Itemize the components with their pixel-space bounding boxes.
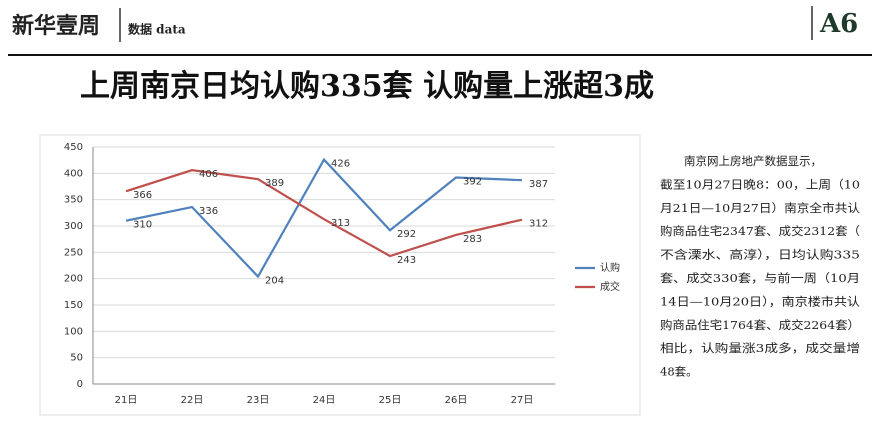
data-label: 204	[265, 276, 284, 287]
headline: 上周南京日均认购335套 认购量上涨超3成	[80, 69, 654, 104]
article-line: 购商品住宅2347套、成交2312套（	[660, 224, 860, 238]
data-label: 312	[529, 219, 548, 230]
data-label: 336	[199, 206, 218, 217]
data-label: 313	[331, 218, 350, 229]
data-label: 283	[463, 234, 482, 245]
data-label: 392	[463, 177, 482, 188]
article-line: 截至10月27日晚8：00，上周（10	[660, 177, 860, 191]
legend-label: 成交	[600, 280, 620, 293]
article-line: 套、成交330套，与前一周（10月	[660, 271, 860, 285]
y-tick-label: 200	[64, 274, 83, 285]
x-tick-label: 21日	[115, 395, 138, 406]
page-number: A6	[819, 9, 858, 39]
article-line: 14日—10月20日），南京楼市共认	[660, 294, 861, 308]
series-line	[125, 169, 523, 258]
article-line: 不含溧水、高淳），日均认购335	[660, 248, 860, 262]
y-tick-label: 100	[64, 326, 83, 337]
data-label: 366	[133, 190, 152, 201]
y-tick-label: 300	[64, 221, 83, 232]
section: 数据 data	[128, 22, 186, 37]
chart-frame	[39, 134, 641, 416]
article-line: 购商品住宅1764套、成交2264套）	[660, 318, 860, 332]
y-tick-label: 250	[64, 247, 83, 258]
data-label: 389	[265, 178, 284, 189]
y-tick-label: 350	[64, 195, 83, 206]
x-tick-label: 24日	[313, 395, 336, 406]
article: 南京网上房地产数据显示， 截至10月27日晚8：00，上周（10 月21日—10月2…	[660, 154, 861, 379]
y-tick-label: 400	[64, 168, 83, 179]
article-line: 相比，认购量涨3成多，成交量增	[660, 341, 860, 355]
series-line	[125, 157, 523, 279]
data-label: 387	[529, 179, 548, 190]
y-tick-label: 450	[64, 142, 83, 153]
x-tick-label: 22日	[181, 395, 204, 406]
data-label: 243	[397, 255, 416, 266]
data-label: 426	[331, 159, 350, 170]
x-tick-label: 25日	[379, 395, 402, 406]
x-tick-label: 27日	[511, 395, 534, 406]
y-tick-label: 150	[64, 300, 83, 311]
data-label: 310	[133, 220, 152, 231]
legend-label: 认购	[600, 261, 620, 274]
article-line: 48套。	[660, 365, 698, 379]
y-tick-label: 0	[77, 379, 83, 390]
x-tick-label: 23日	[247, 395, 270, 406]
chart: 0 50 100 150 200 250 300 350 400 450 21日 22日 23日 24日 2…	[64, 142, 620, 406]
article-line: 月21日—10月27日）南京全市共认	[660, 201, 861, 215]
x-tick-label: 26日	[445, 395, 468, 406]
data-label: 406	[199, 169, 218, 180]
data-label: 292	[397, 229, 416, 240]
article-line: 南京网上房地产数据显示，	[684, 154, 822, 168]
y-tick-label: 50	[70, 353, 83, 364]
logo: 新华壹周	[12, 13, 100, 39]
